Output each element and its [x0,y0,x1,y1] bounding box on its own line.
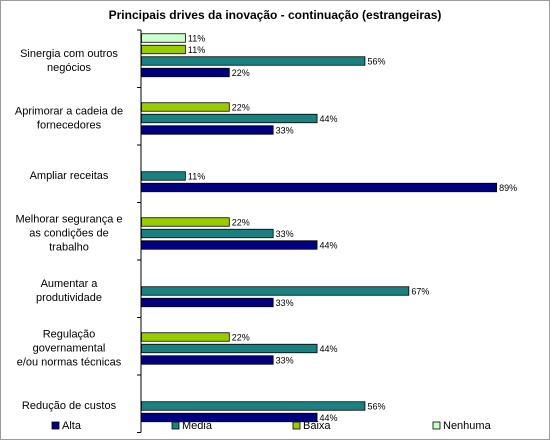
data-label: 22% [232,68,250,78]
legend-label-baixa: Baixa [303,420,331,432]
category-label: as condições de [29,227,109,239]
bar-media [141,113,318,124]
data-label: 56% [367,57,385,67]
bar-media [141,286,410,296]
data-label: 44% [320,114,338,124]
category-label: produtividade [36,292,102,304]
category-label: Redução de custos [22,400,117,412]
bar-media [141,228,274,239]
category-label: trabalho [49,241,89,253]
plot-area: 11%11%56%22%Sinergia com outrosnegócios2… [15,29,517,433]
category-label: Melhorar segurança e [15,213,122,225]
bar-baixa [141,217,230,227]
legend-label-nenhuma: Nenhuma [443,420,492,432]
bar-alta [141,125,274,135]
bar-baixa [141,102,230,112]
data-label: 11% [188,172,205,182]
data-label: 44% [320,241,338,251]
bar-alta [141,355,274,365]
bar-media [141,343,318,354]
bar-alta [141,297,274,308]
category-label: governamental [33,342,106,354]
category-label: e/ou normas técnicas [17,356,122,368]
legend-label-alta: Alta [62,420,82,432]
category-label: fornecedores [37,119,102,131]
category-label: Ampliar receitas [30,170,109,182]
bar-media [141,171,186,181]
data-label: 11% [188,34,205,44]
data-label: 44% [320,344,338,354]
data-label: 56% [367,402,385,412]
bar-alta [141,240,318,250]
bar-alta [141,182,498,193]
bar-nenhuma [141,33,186,43]
legend-label-media: Media [182,420,213,432]
category-label: Aumentar a [41,278,99,290]
bar-alta [141,412,318,423]
data-label: 89% [499,183,517,193]
data-label: 22% [232,103,250,113]
data-label: 22% [232,333,250,343]
legend-swatch-alta [51,421,60,430]
bar-alta [141,67,230,78]
bar-baixa [141,332,230,342]
chart-title: Principais drives da inovação - continua… [109,8,442,22]
category-label: negócios [47,62,92,74]
category-label: Aprimorar a cadeia de [15,105,123,117]
legend-swatch-media [171,421,180,430]
data-label: 33% [276,126,294,136]
data-label: 44% [320,413,338,423]
bar-media [141,56,366,66]
bar-media [141,401,366,411]
category-label: Regulação [43,328,96,340]
data-label: 33% [276,298,294,308]
legend-swatch-nenhuma [432,421,441,430]
data-label: 33% [276,356,294,366]
legend-swatch-baixa [292,421,301,430]
bar-baixa [141,44,186,55]
category-label: Sinergia com outros [20,48,118,60]
data-label: 67% [411,287,429,297]
data-label: 22% [232,218,250,228]
data-label: 11% [188,45,205,55]
data-label: 33% [276,229,294,239]
legend: Alta Media Baixa Nenhuma [51,420,492,432]
